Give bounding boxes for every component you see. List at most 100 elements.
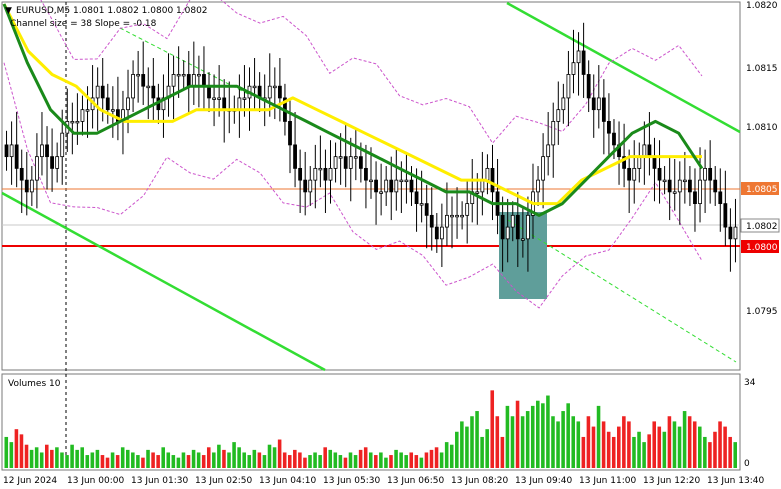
candle-body [237,97,242,111]
price-tick: 1.0795 [746,307,778,317]
candle-body [581,50,586,75]
channel-lower-left [1,191,326,372]
volume-bar [328,449,333,468]
volume-bar [682,411,687,468]
candle-body [677,179,682,193]
volume-bar [50,449,54,468]
volume-bar [708,442,712,468]
candle-body [29,179,34,193]
volume-bar [505,405,510,468]
candle-body [171,74,176,87]
volume-bar [338,455,343,468]
volume-bar [156,455,160,468]
candle-body [718,191,723,205]
candle-body [151,85,156,99]
candle-body [267,85,272,99]
volume-bar [404,455,408,468]
volume-bar [176,457,181,468]
volume-bar [576,421,581,468]
volume-bar [95,449,100,468]
volume-bar [434,447,439,468]
time-tick: 13 Jun 04:10 [259,476,316,486]
candle-body [126,97,130,111]
candle-body [384,179,389,193]
volume-bar [313,452,317,468]
volume-bar [429,449,434,468]
symbol-info: EURUSD,M5 1.0801 1.0802 1.0800 1.0802 [16,6,208,16]
candle-body [556,109,561,122]
candle-body [85,109,90,112]
candle-body [313,167,318,181]
volume-bar [692,421,697,468]
volume-bar [212,452,216,468]
volume-bar [414,455,419,468]
volume-panel-title: Volumes 10 [8,379,61,389]
candle-body [480,179,485,193]
volume-bar [627,421,631,468]
volume-bar [698,426,702,468]
volume-bar [470,416,474,468]
candle-body [364,167,368,181]
volume-bar [713,431,717,468]
symbol-arrow-icon[interactable]: ▼ [5,6,12,16]
candle-body [379,191,384,194]
volume-bar [186,455,191,468]
bollinger-upper [40,0,703,144]
candle-body [217,97,222,100]
candle-body [45,144,49,158]
volume-bar [622,416,626,468]
volume-bar [358,449,363,468]
ma-green-line [2,3,704,217]
volume-bar [125,449,130,468]
candle-body [652,156,657,169]
volume-bar [267,444,272,468]
volume-bar [389,455,393,468]
candle-body [136,74,141,77]
volume-bar [556,421,560,468]
candle-body [50,156,54,169]
candle-body [571,62,576,75]
volume-bar [308,455,312,468]
time-tick: 13 Jun 01:30 [131,476,188,486]
candle-body [348,156,353,169]
candle-body [105,97,110,111]
candle-body [181,74,186,77]
volume-bar [191,449,196,468]
candle-body [40,144,44,158]
time-tick: 13 Jun 06:50 [387,476,444,486]
volume-bar [146,449,150,468]
candle-body [414,191,419,205]
candle-body [424,203,429,216]
volume-bar [601,421,606,468]
volume-bar [485,429,489,468]
volume-bar [551,416,555,468]
volume-bar [237,447,241,468]
volume-bar [9,442,14,468]
candle-body [450,214,454,218]
volume-bar [500,436,505,468]
volume-bar [475,411,479,468]
volume-bar [642,442,646,468]
candle-body [146,85,151,89]
volume-bar [80,447,84,468]
channel-upper-right [506,1,741,134]
volume-bar [333,452,338,468]
volume-bar [272,447,277,468]
candle-body [728,226,733,240]
candle-body [434,226,439,240]
time-axis: 12 Jun 2024 13 Jun 00:00 13 Jun 01:30 13… [3,476,764,486]
indicator-info: Channel size = 38 Slope = -0.18 [10,19,157,29]
candle-body [161,97,166,111]
candle-body [515,214,520,240]
volume-bar [536,400,540,468]
candle-body [657,167,662,181]
volume-bar [282,452,287,468]
volume-bar [252,449,257,468]
volume-bar [232,442,236,468]
candle-body [303,179,308,193]
volume-bar [455,431,459,468]
candle-body [445,214,449,228]
candle-body [642,144,647,158]
volume-bar [561,411,565,468]
